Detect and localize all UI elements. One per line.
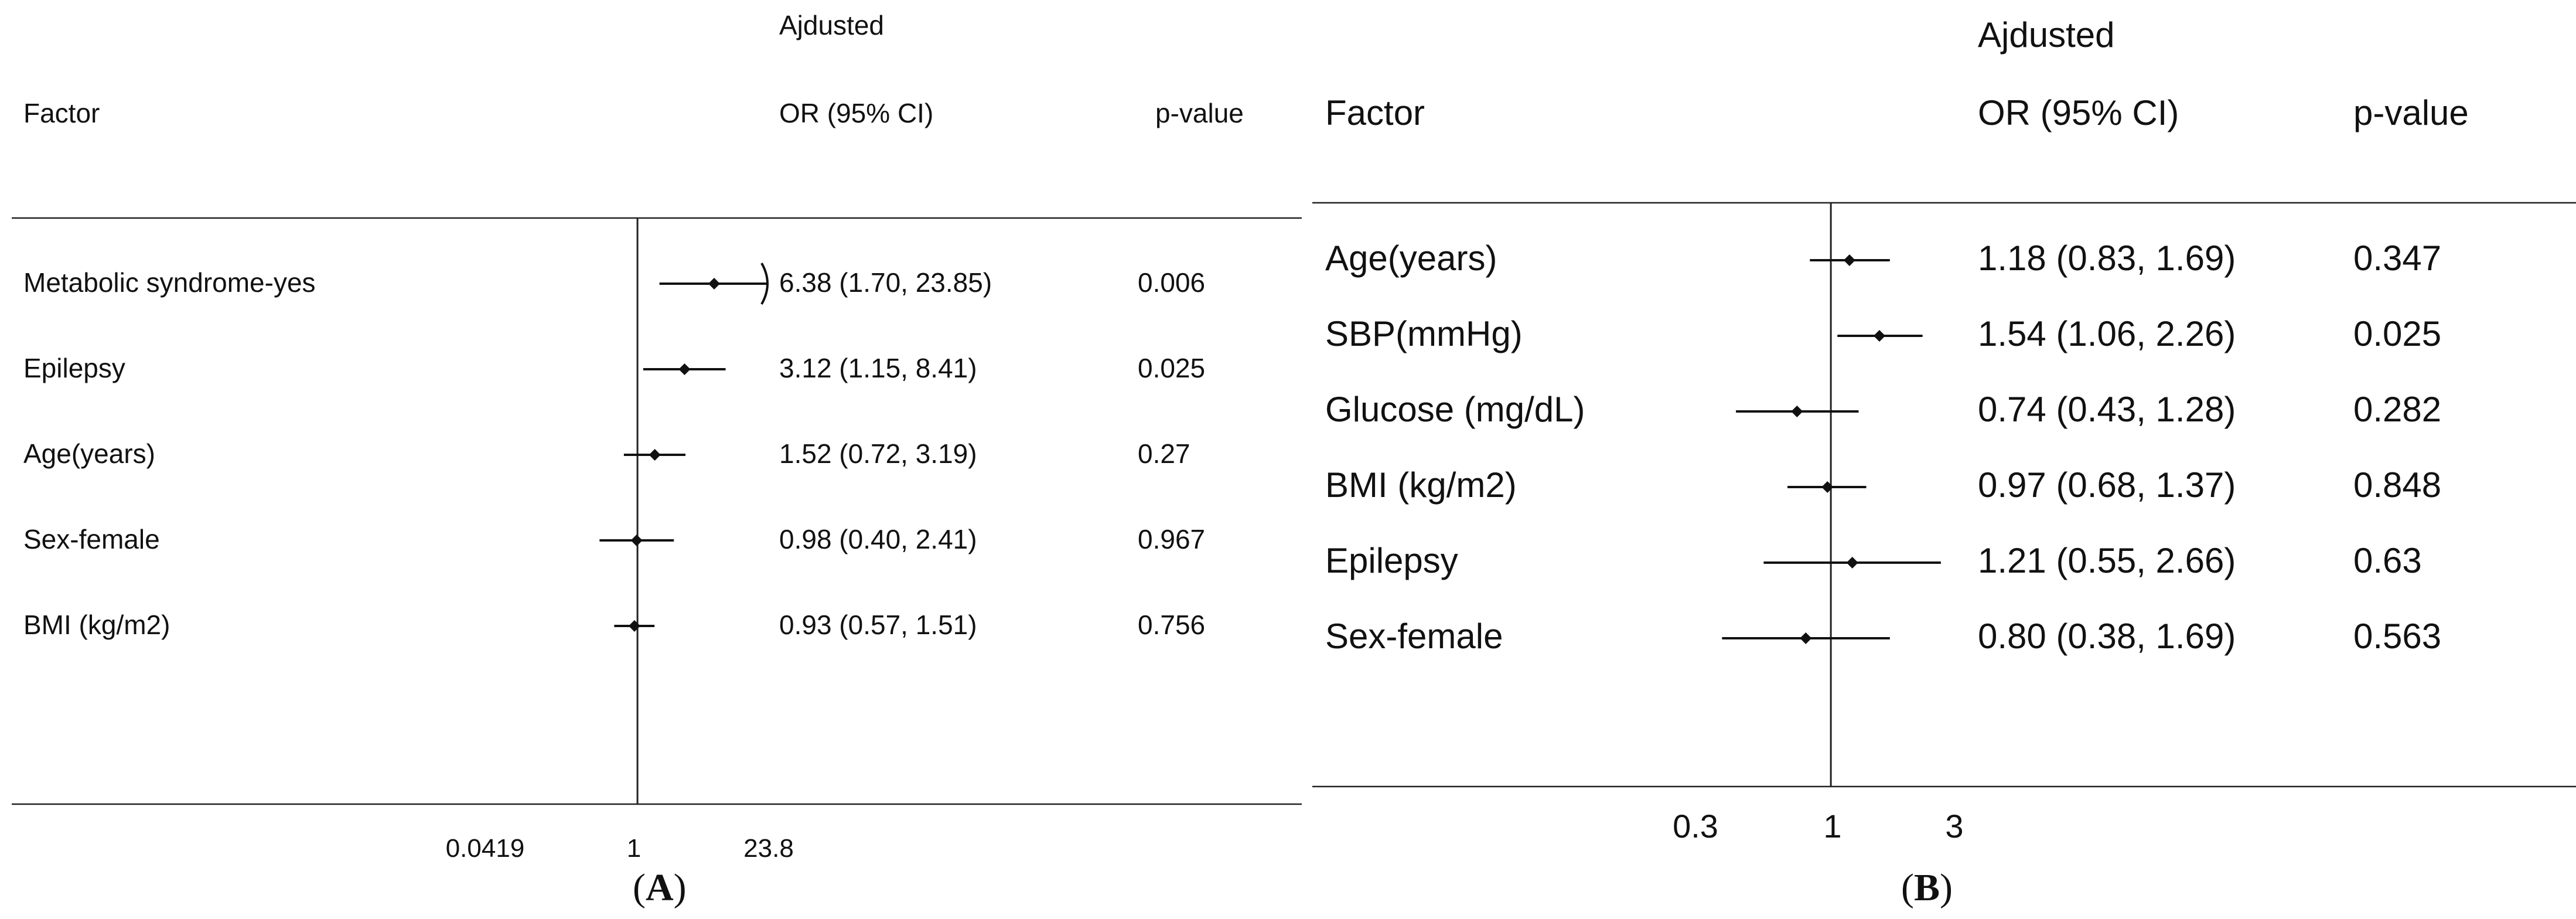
p-value-b-2: 0.282 [2353,390,2442,429]
x-tick-label-b-1: 1 [1823,808,1842,845]
plot-area-b [1312,202,2576,788]
or-text-b-5: 0.80 (0.38, 1.69) [1978,617,2236,656]
x-tick-label-a-2: 23.8 [743,834,794,863]
point-estimate-b-2 [1791,406,1803,417]
factor-label-b-5: Sex-female [1325,617,1503,656]
factor-label-a-1: Epilepsy [23,352,125,383]
header-p-b: p-value [2353,93,2469,132]
point-estimate-b-4 [1846,557,1858,569]
p-value-b-5: 0.563 [2353,617,2442,656]
header-factor-a: Factor [23,98,100,128]
factor-label-a-0: Metabolic syndrome-yes [23,267,316,298]
point-estimate-b-5 [1800,632,1812,644]
or-text-a-0: 6.38 (1.70, 23.85) [779,267,992,298]
factor-label-b-3: BMI (kg/m2) [1325,465,1517,505]
panel-label-a: (A) [633,866,687,909]
p-value-a-2: 0.27 [1138,438,1190,469]
header-or-b: OR (95% CI) [1978,93,2179,132]
header-adjusted-b: Ajdusted [1978,15,2115,55]
or-text-b-2: 0.74 (0.43, 1.28) [1978,390,2236,429]
x-tick-label-a-0: 0.0419 [445,834,525,863]
or-text-b-3: 0.97 (0.68, 1.37) [1978,465,2236,505]
or-text-a-3: 0.98 (0.40, 2.41) [779,523,977,554]
x-tick-label-b-2: 3 [1945,808,1964,845]
or-text-a-1: 3.12 (1.15, 8.41) [779,352,977,383]
p-value-a-0: 0.006 [1138,267,1206,298]
header-p-a: p-value [1155,98,1244,128]
forest-plot-b: Ajdusted Factor OR (95% CI) p-value Age(… [1312,0,2576,919]
plot-area-a [12,217,1302,805]
factor-label-a-3: Sex-female [23,523,160,554]
x-tick-label-a-1: 1 [626,834,642,863]
or-text-b-4: 1.21 (0.55, 2.66) [1978,541,2236,580]
p-value-a-4: 0.756 [1138,609,1206,640]
factor-label-b-2: Glucose (mg/dL) [1325,390,1585,429]
factor-label-a-4: BMI (kg/m2) [23,609,170,640]
or-text-a-4: 0.93 (0.57, 1.51) [779,609,977,640]
header-factor-b: Factor [1325,93,1425,132]
point-estimate-b-0 [1843,254,1855,266]
ci-clip-marker-a-0 [760,263,769,305]
or-text-b-1: 1.54 (1.06, 2.26) [1978,314,2236,353]
header-or-a: OR (95% CI) [779,98,934,128]
point-estimate-a-3 [630,535,643,546]
point-estimate-a-1 [678,363,691,375]
factor-label-b-4: Epilepsy [1325,541,1458,580]
factor-label-b-0: Age(years) [1325,239,1497,278]
forest-plot-a: Ajdusted Factor OR (95% CI) p-value Meta… [12,10,1302,909]
point-estimate-a-0 [708,278,721,290]
point-estimate-b-1 [1873,330,1885,342]
p-value-a-1: 0.025 [1138,352,1206,383]
x-tick-label-b-0: 0.3 [1673,808,1718,845]
factor-label-b-1: SBP(mmHg) [1325,314,1523,353]
point-estimate-a-2 [649,449,661,461]
p-value-a-3: 0.967 [1138,523,1206,554]
point-estimate-a-4 [628,620,640,632]
or-text-a-2: 1.52 (0.72, 3.19) [779,438,977,469]
factor-label-a-2: Age(years) [23,438,155,469]
p-value-b-3: 0.848 [2353,465,2442,505]
or-text-b-0: 1.18 (0.83, 1.69) [1978,239,2236,278]
panel-label-b: (B) [1901,866,1953,909]
p-value-b-0: 0.347 [2353,239,2442,278]
point-estimate-b-3 [1821,481,1834,493]
header-adjusted-a: Ajdusted [779,10,885,40]
p-value-b-1: 0.025 [2353,314,2442,353]
p-value-b-4: 0.63 [2353,541,2422,580]
